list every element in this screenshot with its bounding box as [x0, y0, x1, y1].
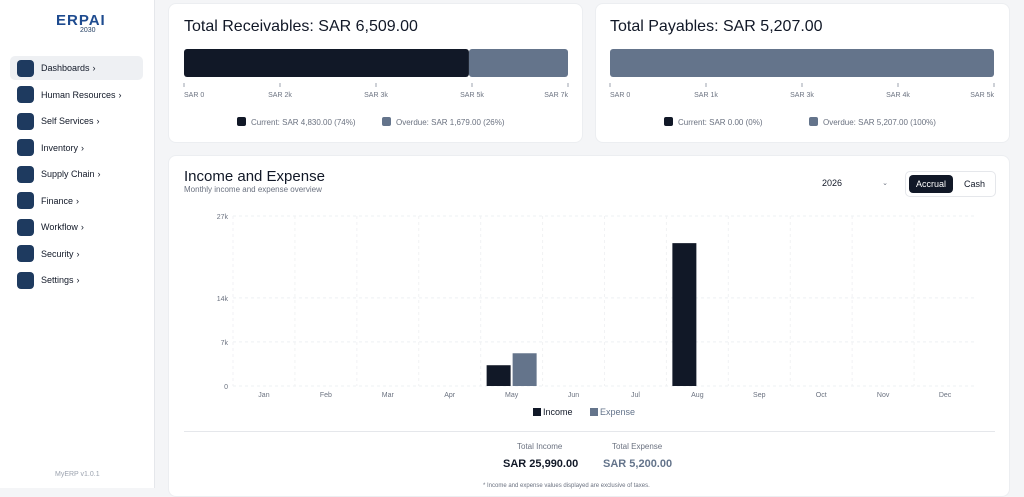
total-value: SAR 25,990.00 — [503, 458, 579, 470]
y-tick-label: 0 — [224, 384, 228, 391]
x-tick-label: Jul — [631, 392, 640, 399]
nav-item[interactable]: Settings › — [10, 268, 143, 292]
logo-sub: 2030 — [80, 27, 96, 34]
nav-item[interactable]: Dashboards › — [10, 56, 143, 80]
nav-icon — [17, 271, 34, 289]
nav-icon — [17, 59, 34, 77]
nav-icon — [17, 139, 34, 156]
nav-icon — [17, 218, 34, 236]
card-title: Total Receivables: SAR 6,509.00 — [184, 18, 418, 35]
note: * Income and expense values displayed ar… — [483, 483, 650, 489]
bar — [512, 353, 537, 386]
nav-icon — [17, 192, 34, 209]
nav-icon — [17, 245, 34, 262]
x-tick-label: SAR 5k — [460, 92, 484, 99]
nav-item[interactable]: Finance › — [10, 189, 143, 213]
legend-label: Current: SAR 4,830.00 (74%) — [251, 118, 356, 127]
nav-label: Self Services — [41, 116, 94, 126]
x-tick-label: May — [505, 392, 519, 399]
nav-item[interactable]: Self Services › — [10, 109, 143, 133]
x-tick-label: Jan — [258, 392, 269, 399]
nav-item[interactable]: Workflow › — [10, 215, 143, 239]
legend-label: Overdue: SAR 1,679.00 (26%) — [396, 118, 505, 127]
x-tick-label: Aug — [691, 392, 704, 399]
nav-icon — [17, 112, 34, 130]
payables-chart: SAR 0 SAR 1k SAR 3k SAR 4k SAR 5k Current: SA… — [609, 49, 995, 127]
nav-label: Human Resources — [41, 89, 116, 100]
cash-button[interactable]: Cash — [964, 179, 986, 189]
x-tick-label: SAR 4k — [886, 92, 910, 99]
total-label: Total Income — [517, 442, 563, 451]
x-tick-label: Jun — [568, 392, 579, 399]
legend-label: Expense — [600, 407, 635, 417]
legend-swatch — [533, 408, 541, 416]
x-tick-label: SAR 5k — [970, 92, 994, 99]
year: 2026 — [822, 178, 843, 188]
nav-label: Dashboards — [41, 63, 90, 73]
income-chart: 0 7k 14k 27k Jan Feb Mar Apr May Jun Jul Aug Sep Oct N… — [217, 214, 976, 417]
x-tick-label: Nov — [877, 392, 890, 399]
receivables-card: Total Receivables: SAR 6,509.00 SAR 0 SAR… — [168, 3, 583, 143]
legend-swatch — [664, 117, 673, 126]
y-tick-label: 14k — [217, 296, 229, 303]
nav-icon — [17, 86, 34, 103]
x-tick-label: Oct — [816, 392, 827, 399]
card-title: Total Payables: SAR 5,207.00 — [610, 18, 823, 35]
bar — [486, 365, 511, 386]
accrual-button[interactable]: Accrual — [909, 175, 954, 193]
x-tick-label: Sep — [753, 392, 766, 399]
x-tick-label: SAR 3k — [790, 92, 814, 99]
bar-segment — [610, 49, 994, 77]
bar-segment — [468, 49, 568, 77]
legend-swatch — [382, 117, 391, 126]
nav-icon — [17, 165, 34, 183]
bar — [672, 243, 697, 386]
x-tick-label: SAR 1k — [694, 92, 718, 99]
y-tick-label: 7k — [221, 340, 229, 347]
legend-swatch — [590, 408, 598, 416]
legend-swatch — [809, 117, 818, 126]
nav-label: Workflow — [41, 222, 78, 232]
legend-label: Income — [543, 407, 573, 417]
receivables-chart: SAR 0 SAR 2k SAR 3k SAR 5k SAR 7k Current: SA… — [183, 49, 569, 127]
income-card: Income and Expense Monthly income and ex… — [168, 155, 1010, 497]
sidebar: ERPAI 2030 Dashboards › Human Resources › Se… — [0, 0, 155, 488]
version: MyERP v1.0.1 — [55, 471, 100, 478]
x-tick-label: SAR 7k — [544, 92, 568, 99]
y-tick-label: 27k — [217, 214, 229, 221]
logo: ERPAI — [56, 12, 106, 29]
nav-label: Settings — [41, 275, 74, 285]
nav-item[interactable]: Security › — [10, 242, 143, 266]
year-select[interactable]: 2026 ⌄ — [822, 178, 888, 188]
nav-label: Inventory — [41, 142, 79, 153]
x-tick-label: Mar — [382, 392, 395, 399]
x-tick-label: SAR 2k — [268, 92, 292, 99]
card-title: Income and Expense — [184, 168, 325, 185]
payables-card: Total Payables: SAR 5,207.00 SAR 0 SAR 1k… — [595, 3, 1010, 143]
bar-segment — [184, 49, 469, 77]
legend-label: Current: SAR 0.00 (0%) — [678, 118, 763, 127]
x-tick-label: SAR 0 — [184, 92, 204, 99]
nav-label: Supply Chain — [41, 169, 95, 179]
nav-label: Security — [41, 248, 74, 259]
nav-label: Finance — [41, 195, 74, 206]
total-value: SAR 5,200.00 — [603, 458, 673, 470]
legend-label: Overdue: SAR 5,207.00 (100%) — [823, 118, 936, 127]
total-label: Total Expense — [612, 442, 663, 451]
toggle: Accrual Cash — [905, 171, 996, 197]
x-tick-label: Dec — [939, 392, 952, 399]
x-tick-label: Feb — [320, 392, 332, 399]
card-subtitle: Monthly income and expense overview — [184, 185, 322, 194]
divider — [184, 431, 995, 432]
legend-swatch — [237, 117, 246, 126]
x-tick-label: SAR 3k — [364, 92, 388, 99]
x-tick-label: Apr — [444, 392, 456, 399]
x-tick-label: SAR 0 — [610, 92, 630, 99]
nav-item[interactable]: Human Resources › — [10, 83, 143, 107]
nav-item[interactable]: Inventory › — [10, 136, 143, 160]
nav-item[interactable]: Supply Chain › — [10, 162, 143, 186]
